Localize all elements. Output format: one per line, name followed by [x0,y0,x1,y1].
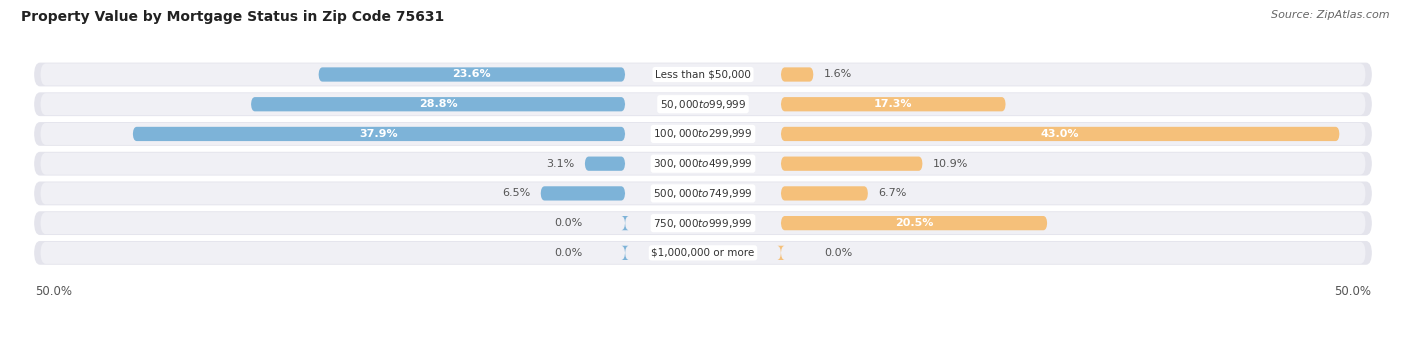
Text: Source: ZipAtlas.com: Source: ZipAtlas.com [1271,10,1389,20]
FancyBboxPatch shape [41,212,1365,234]
Text: Property Value by Mortgage Status in Zip Code 75631: Property Value by Mortgage Status in Zip… [21,10,444,24]
Text: 1.6%: 1.6% [824,70,852,79]
Text: $50,000 to $99,999: $50,000 to $99,999 [659,98,747,111]
Text: $300,000 to $499,999: $300,000 to $499,999 [654,157,752,170]
FancyBboxPatch shape [34,92,1372,116]
FancyBboxPatch shape [621,246,628,260]
Text: 10.9%: 10.9% [934,159,969,169]
Text: 28.8%: 28.8% [419,99,457,109]
Text: 0.0%: 0.0% [554,248,582,258]
FancyBboxPatch shape [41,63,1365,86]
FancyBboxPatch shape [319,68,626,81]
FancyBboxPatch shape [780,157,922,171]
FancyBboxPatch shape [34,241,1372,265]
Text: 3.1%: 3.1% [546,159,575,169]
Text: $500,000 to $749,999: $500,000 to $749,999 [654,187,752,200]
Text: 0.0%: 0.0% [824,248,852,258]
FancyBboxPatch shape [34,63,1372,86]
Text: 37.9%: 37.9% [360,129,398,139]
FancyBboxPatch shape [252,97,626,112]
FancyBboxPatch shape [41,123,1365,145]
FancyBboxPatch shape [34,152,1372,176]
FancyBboxPatch shape [541,186,626,201]
FancyBboxPatch shape [34,211,1372,235]
FancyBboxPatch shape [41,93,1365,115]
FancyBboxPatch shape [34,122,1372,146]
FancyBboxPatch shape [780,97,1005,112]
FancyBboxPatch shape [585,157,626,171]
FancyBboxPatch shape [780,186,868,201]
Text: 43.0%: 43.0% [1040,129,1080,139]
FancyBboxPatch shape [41,182,1365,204]
FancyBboxPatch shape [132,127,626,141]
FancyBboxPatch shape [41,242,1365,264]
FancyBboxPatch shape [621,216,628,230]
FancyBboxPatch shape [34,181,1372,205]
Text: $1,000,000 or more: $1,000,000 or more [651,248,755,258]
Text: 6.5%: 6.5% [502,189,530,198]
FancyBboxPatch shape [780,127,1340,141]
Text: $100,000 to $299,999: $100,000 to $299,999 [654,128,752,140]
FancyBboxPatch shape [780,68,814,81]
FancyBboxPatch shape [41,153,1365,175]
Text: Less than $50,000: Less than $50,000 [655,70,751,79]
Text: $750,000 to $999,999: $750,000 to $999,999 [654,217,752,229]
Text: 17.3%: 17.3% [875,99,912,109]
FancyBboxPatch shape [778,246,785,260]
Text: 20.5%: 20.5% [894,218,934,228]
Text: 23.6%: 23.6% [453,70,491,79]
Text: 6.7%: 6.7% [879,189,907,198]
FancyBboxPatch shape [780,216,1047,230]
Text: 0.0%: 0.0% [554,218,582,228]
